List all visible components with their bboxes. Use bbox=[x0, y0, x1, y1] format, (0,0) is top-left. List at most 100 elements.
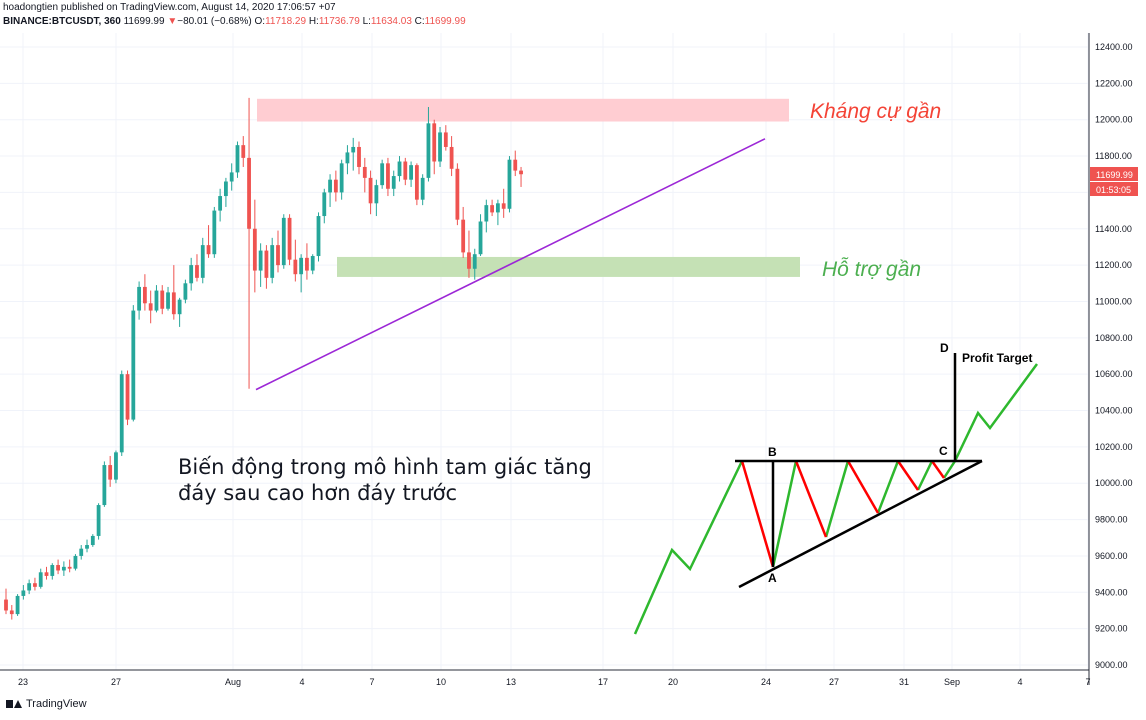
candle-body bbox=[495, 203, 500, 213]
candle-body bbox=[507, 159, 512, 209]
x-tick-label: 27 bbox=[829, 677, 839, 687]
x-tick-label: Aug bbox=[225, 677, 241, 687]
y-tick-label: 9400.00 bbox=[1095, 587, 1128, 597]
candle-body bbox=[501, 203, 506, 209]
candle-body bbox=[148, 303, 153, 311]
y-tick-label: 12200.00 bbox=[1095, 78, 1133, 88]
x-tick-label: 4 bbox=[299, 677, 304, 687]
x-tick-label: 10 bbox=[436, 677, 446, 687]
last-price-tag-bg bbox=[1090, 167, 1138, 181]
candle-body bbox=[137, 286, 142, 311]
candle-body bbox=[467, 252, 471, 269]
candle-body bbox=[357, 146, 361, 167]
candle-body bbox=[21, 590, 26, 596]
candle-body bbox=[316, 216, 321, 257]
candle-body bbox=[27, 583, 32, 591]
candle-body bbox=[56, 565, 60, 571]
y-tick-label: 9200.00 bbox=[1095, 624, 1128, 634]
candle-body bbox=[391, 176, 396, 189]
candle-body bbox=[9, 610, 14, 615]
candle-body bbox=[490, 205, 495, 213]
y-tick-label: 11000.00 bbox=[1095, 296, 1132, 306]
last-value: 11699.99 bbox=[123, 16, 165, 27]
y-tick-label: 9800.00 bbox=[1095, 515, 1128, 525]
y-tick-label: 10800.00 bbox=[1095, 333, 1133, 343]
ascending-triangle-diagram: A B C D Profit Target bbox=[633, 341, 1039, 635]
diagram-zigzag-down-4 bbox=[896, 460, 920, 491]
diagram-zigzag-up bbox=[771, 460, 798, 568]
candle-body bbox=[281, 217, 286, 266]
ohlc-legend: BINANCE:BTCUSDT, 360 11699.99 ▼−80.01 (−… bbox=[3, 16, 466, 27]
candle-body bbox=[374, 185, 379, 204]
candle-body bbox=[513, 159, 518, 171]
y-tick-label: 10600.00 bbox=[1095, 369, 1133, 379]
last-price-tag: 11699.99 bbox=[1096, 170, 1133, 180]
profit-target-label: Profit Target bbox=[962, 351, 1032, 365]
price-axis[interactable]: 12400.0012200.0012000.0011800.0011600.00… bbox=[1095, 42, 1133, 670]
high-value: 11736.79 bbox=[318, 16, 360, 27]
candle-body bbox=[270, 245, 275, 278]
candle-body bbox=[484, 205, 489, 222]
candle-body bbox=[247, 157, 251, 229]
candle-body bbox=[102, 465, 107, 506]
diagram-zigzag-down-5 bbox=[930, 460, 946, 479]
candle-body bbox=[212, 210, 217, 255]
candle-body bbox=[142, 286, 147, 304]
symbol-label[interactable]: BINANCE:BTCUSDT, 360 bbox=[3, 16, 121, 27]
candle-body bbox=[351, 146, 356, 153]
candle-body bbox=[235, 145, 240, 173]
candle-body bbox=[276, 245, 280, 266]
candle-body bbox=[229, 172, 234, 182]
candle-body bbox=[305, 257, 309, 271]
candle-body bbox=[206, 245, 211, 255]
time-axis[interactable]: 23 27 Aug 4 7 10 13 17 20 24 27 31 Sep 4 7 bbox=[18, 677, 1091, 687]
candle-body bbox=[426, 123, 431, 178]
candle-body bbox=[478, 221, 483, 255]
x-tick-label: 31 bbox=[899, 677, 909, 687]
candle-body bbox=[287, 217, 292, 260]
diagram-zigzag-down bbox=[740, 460, 775, 568]
candle-body bbox=[61, 566, 66, 571]
candle-body bbox=[432, 123, 437, 162]
candle-body bbox=[4, 599, 8, 611]
candle-body bbox=[85, 545, 89, 549]
x-tick-label: 20 bbox=[668, 677, 678, 687]
ascending-trendline bbox=[255, 138, 766, 391]
close-value: 11699.99 bbox=[424, 16, 466, 27]
low-label: L: bbox=[362, 16, 371, 27]
y-tick-label: 12400.00 bbox=[1095, 42, 1133, 52]
diagram-green-path bbox=[633, 460, 744, 635]
diagram-support-line bbox=[738, 459, 983, 589]
x-tick-label: 7 bbox=[369, 677, 374, 687]
candle-body bbox=[455, 168, 460, 220]
candle-body bbox=[183, 283, 188, 300]
tradingview-brand[interactable]: TradingView bbox=[6, 698, 87, 710]
candle-body bbox=[339, 163, 344, 193]
candle-body bbox=[154, 290, 159, 311]
x-tick-label: 4 bbox=[1017, 677, 1022, 687]
x-tick-label: 24 bbox=[761, 677, 771, 687]
candle-body bbox=[333, 179, 338, 193]
change-down-icon: ▼ bbox=[167, 16, 178, 27]
point-b-label: B bbox=[768, 445, 777, 459]
candle-body bbox=[368, 177, 373, 204]
candle-body bbox=[67, 566, 72, 569]
candle-body bbox=[519, 170, 523, 175]
diagram-zigzag-down-2 bbox=[794, 460, 828, 538]
candle-body bbox=[33, 583, 37, 587]
point-c-label: C bbox=[939, 444, 948, 458]
candle-body bbox=[15, 595, 20, 615]
open-label: O: bbox=[254, 16, 266, 27]
candle-body bbox=[386, 163, 390, 189]
diagram-zigzag-up-3 bbox=[876, 460, 900, 514]
diagram-zigzag-down-3 bbox=[846, 460, 880, 514]
support-zone bbox=[337, 256, 800, 277]
candle-body bbox=[160, 290, 165, 309]
candle-body bbox=[322, 192, 327, 217]
candle-body bbox=[73, 555, 78, 569]
candle-body bbox=[380, 163, 385, 186]
candle-body bbox=[438, 132, 442, 162]
low-value: 11634.03 bbox=[370, 16, 412, 27]
candle-body bbox=[90, 535, 95, 546]
